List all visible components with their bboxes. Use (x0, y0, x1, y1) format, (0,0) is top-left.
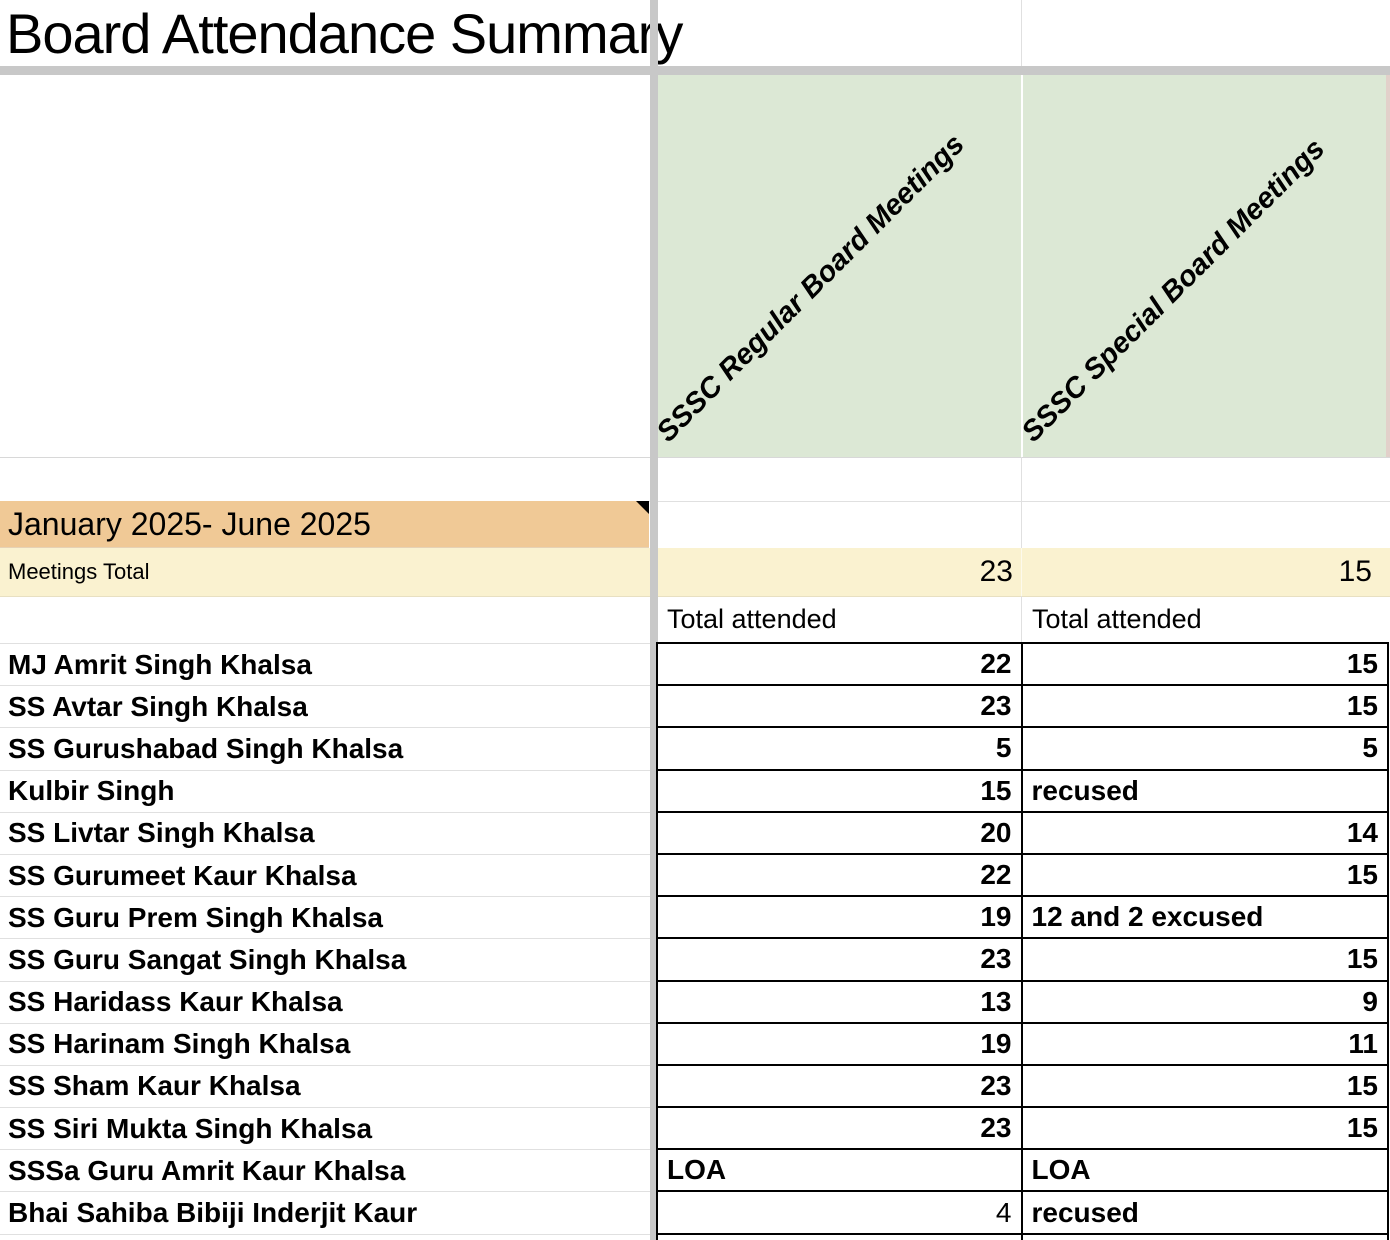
gridline (1021, 457, 1022, 501)
gridline (1021, 548, 1022, 596)
member-name-cell[interactable]: SS Harinam Singh Khalsa (0, 1024, 650, 1066)
page-title: Board Attendance Summary (6, 1, 683, 65)
attended-header-special-cell[interactable]: Total attended (1032, 603, 1202, 634)
member-name-cell[interactable]: SS Gurushabad Singh Khalsa (0, 728, 650, 771)
regular-attended-cell[interactable]: 23 (658, 686, 1023, 729)
regular-attended-cell[interactable]: 15 (658, 770, 1023, 813)
special-attended-cell[interactable]: 12 and 2 excused (1022, 897, 1387, 940)
meetings-total-special-cell[interactable]: 15 (1338, 555, 1372, 588)
sheet-title-cell[interactable]: Board Attendance Summary (0, 0, 683, 66)
meetings-total-regular-cell[interactable]: 23 (979, 555, 1013, 588)
member-name-cell[interactable]: Kulbir Singh (0, 771, 650, 813)
partial-next-row-cell[interactable] (658, 1234, 1023, 1240)
meetings-total-label: Meetings Total (8, 559, 150, 584)
attended-header-row: Total attended Total attended (0, 596, 1390, 642)
member-name-cell[interactable]: SS Guru Prem Singh Khalsa (0, 897, 650, 940)
special-attended-cell[interactable]: recused (1022, 1192, 1387, 1235)
gridline (1021, 501, 1022, 548)
member-name-cell[interactable]: SS Haridass Kaur Khalsa (0, 982, 650, 1024)
member-name-cell[interactable]: SS Livtar Singh Khalsa (0, 813, 650, 855)
regular-attended-cell[interactable]: 4 (658, 1192, 1023, 1235)
frozen-column-divider[interactable] (650, 0, 658, 1240)
member-name-cell[interactable]: SS Guru Sangat Singh Khalsa (0, 939, 650, 982)
special-attended-cell[interactable]: 15 (1022, 939, 1387, 982)
member-name-cell[interactable]: SS Siri Mukta Singh Khalsa (0, 1108, 650, 1151)
special-meetings-header-label: SSSC Special Board Meetings (1015, 132, 1332, 449)
regular-attended-cell[interactable]: 19 (658, 897, 1023, 940)
regular-attended-cell[interactable]: 20 (658, 812, 1023, 855)
special-attended-cell[interactable]: LOA (1022, 1150, 1387, 1193)
regular-attended-cell[interactable]: 22 (658, 644, 1023, 687)
gridline (1021, 596, 1022, 642)
special-attended-cell[interactable]: 9 (1022, 981, 1387, 1024)
member-name-cell[interactable]: Bhai Sahiba Bibiji Inderjit Kaur (0, 1192, 650, 1235)
column-header-row: SSSC Regular Board Meetings SSSC Special… (0, 75, 1390, 458)
member-name-column: MJ Amrit Singh Khalsa SS Avtar Singh Khal… (0, 643, 650, 1235)
frozen-row-divider[interactable] (0, 66, 1390, 75)
special-attended-cell[interactable]: 14 (1022, 812, 1387, 855)
regular-attended-cell[interactable]: 13 (658, 981, 1023, 1024)
special-attended-cell[interactable]: 15 (1022, 1108, 1387, 1151)
member-name-cell[interactable]: MJ Amrit Singh Khalsa (0, 644, 650, 687)
special-attended-cell[interactable]: 15 (1022, 644, 1387, 687)
special-attended-cell[interactable]: 5 (1022, 728, 1387, 771)
period-cell[interactable]: January 2025- June 2025 (0, 501, 649, 548)
regular-attended-cell[interactable]: 23 (658, 939, 1023, 982)
attended-header-regular-cell[interactable]: Total attended (667, 603, 837, 634)
member-name-cell[interactable]: SS Avtar Singh Khalsa (0, 686, 650, 729)
member-name-cell[interactable]: SS Gurumeet Kaur Khalsa (0, 855, 650, 898)
regular-attended-cell[interactable]: 23 (658, 1108, 1023, 1151)
regular-attended-cell[interactable]: 5 (658, 728, 1023, 771)
special-meetings-header-cell[interactable]: SSSC Special Board Meetings (1016, 75, 1386, 457)
regular-meetings-header-cell[interactable]: SSSC Regular Board Meetings (651, 75, 1021, 457)
regular-attended-cell[interactable]: LOA (658, 1150, 1023, 1193)
title-row: Board Attendance Summary (0, 0, 1390, 67)
special-attended-cell[interactable]: recused (1022, 770, 1387, 813)
adjacent-column-edge (1386, 75, 1390, 457)
special-attended-cell[interactable]: 11 (1022, 1023, 1387, 1066)
empty-row (0, 457, 1390, 502)
special-attended-cell[interactable]: 15 (1022, 686, 1387, 729)
meetings-total-label-cell[interactable]: Meetings Total (0, 548, 650, 596)
period-row: January 2025- June 2025 (0, 501, 1390, 548)
period-label: January 2025- June 2025 (8, 505, 371, 542)
regular-attended-cell[interactable]: 23 (658, 1065, 1023, 1109)
attendance-table: 22 15 23 15 5 5 15 recused 20 14 22 15 19 12 and 2 ex… (656, 642, 1389, 1240)
member-name-cell[interactable]: SS Sham Kaur Khalsa (0, 1066, 650, 1109)
special-attended-cell[interactable]: 15 (1022, 1065, 1387, 1109)
regular-attended-cell[interactable]: 19 (658, 1023, 1023, 1066)
meetings-total-row: Meetings Total 23 15 (0, 548, 1390, 597)
partial-next-row-cell[interactable] (1022, 1234, 1387, 1240)
regular-meetings-header-label: SSSC Regular Board Meetings (650, 128, 971, 449)
gridline (1021, 0, 1022, 66)
regular-attended-cell[interactable]: 22 (658, 854, 1023, 898)
special-attended-cell[interactable]: 15 (1022, 854, 1387, 898)
member-name-cell[interactable]: SSSa Guru Amrit Kaur Khalsa (0, 1150, 650, 1193)
